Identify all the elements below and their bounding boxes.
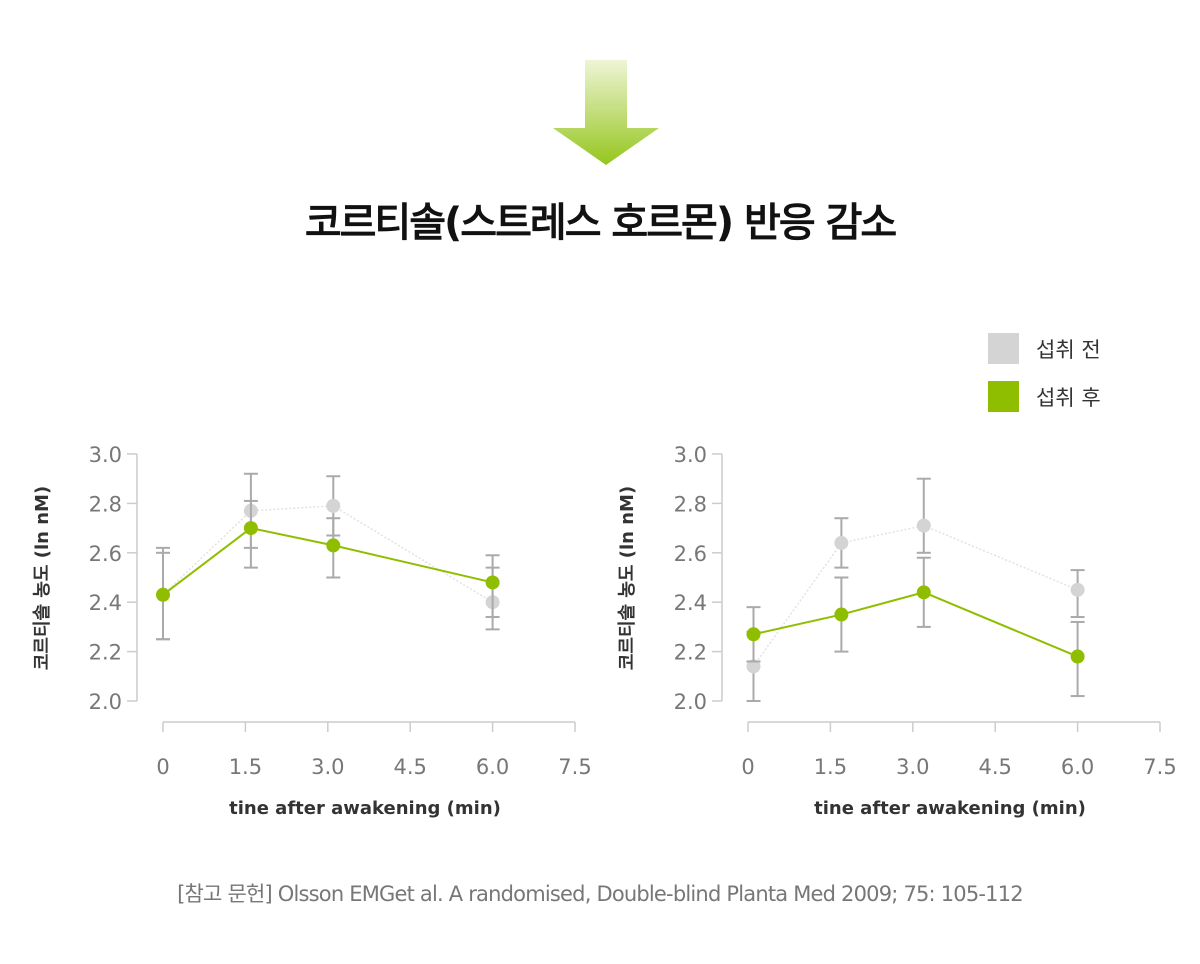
x-tick-label: 4.5 — [393, 755, 426, 779]
legend-label: 섭취 전 — [1036, 337, 1101, 362]
x-tick-label: 6.0 — [1061, 755, 1094, 779]
data-point — [326, 498, 341, 513]
x-tick-label: 3.0 — [896, 755, 929, 779]
legend-swatch-after — [988, 381, 1019, 412]
data-point — [746, 627, 761, 642]
x-tick-label: 6.0 — [476, 755, 509, 779]
series-line — [752, 524, 1078, 667]
legend-swatch-before — [988, 333, 1019, 364]
series-after — [156, 499, 500, 641]
series-line — [753, 591, 1078, 658]
y-axis-label: 코르티솔 농도 (ln nM) — [32, 486, 53, 670]
series-line — [162, 527, 493, 596]
y-tick-label: 2.6 — [89, 542, 122, 566]
data-point — [485, 575, 500, 590]
data-point — [1070, 649, 1085, 664]
series-line — [162, 505, 493, 603]
legend-item-after: 섭취 후 — [988, 381, 1101, 412]
y-tick-label: 2.2 — [89, 641, 122, 665]
x-tick-label: 1.5 — [229, 755, 262, 779]
legend-item-before: 섭취 전 — [988, 333, 1101, 364]
y-tick-label: 2.8 — [89, 492, 122, 516]
x-axis-label: tine after awakening (min) — [229, 798, 501, 819]
y-tick-label: 3.0 — [674, 443, 707, 467]
x-axis-label: tine after awakening (min) — [814, 798, 1086, 819]
data-point — [746, 659, 761, 674]
y-tick-label: 3.0 — [89, 443, 122, 467]
x-tick-label: 3.0 — [311, 755, 344, 779]
data-point — [916, 585, 931, 600]
x-tick-label: 0 — [741, 755, 754, 779]
x-tick-label: 7.5 — [558, 755, 591, 779]
y-tick-label: 2.4 — [89, 591, 122, 615]
x-tick-label: 4.5 — [978, 755, 1011, 779]
data-point — [916, 518, 931, 533]
x-tick-label: 0 — [156, 755, 169, 779]
chart-1: 3.0 2.8 2.6 2.4 2.2 2.0 0 1.5 3.0 4.5 6.0 7.5 tine a… — [32, 443, 592, 819]
data-point — [156, 587, 170, 602]
y-axis-label: 코르티솔 농도 (ln nM) — [617, 486, 638, 670]
footnote: [참고 문헌] Olsson EMGet al. A randomised, D… — [177, 882, 1024, 906]
series-after — [746, 556, 1085, 698]
y-tick-label: 2.4 — [674, 591, 707, 615]
legend-label: 섭취 후 — [1036, 385, 1101, 410]
y-tick-label: 2.0 — [89, 690, 122, 714]
series-before — [156, 472, 500, 641]
x-tick-label: 7.5 — [1143, 755, 1176, 779]
data-point — [326, 538, 341, 553]
data-point — [834, 535, 849, 550]
error-bar — [916, 477, 931, 554]
y-tick-label: 2.0 — [674, 690, 707, 714]
y-tick-label: 2.8 — [674, 492, 707, 516]
data-point — [834, 607, 849, 622]
x-tick-label: 1.5 — [814, 755, 847, 779]
series-before — [746, 477, 1085, 702]
y-tick-label: 2.2 — [674, 641, 707, 665]
chart-2: 3.0 2.8 2.6 2.4 2.2 2.0 0 1.5 3.0 4.5 6.0 7.5 tine a… — [617, 443, 1177, 819]
down-arrow-icon — [553, 60, 659, 165]
y-tick-label: 2.6 — [674, 542, 707, 566]
page-title: 코르티솔(스트레스 호르몬) 반응 감소 — [304, 200, 897, 246]
data-point — [1070, 582, 1085, 597]
data-point — [243, 521, 258, 536]
